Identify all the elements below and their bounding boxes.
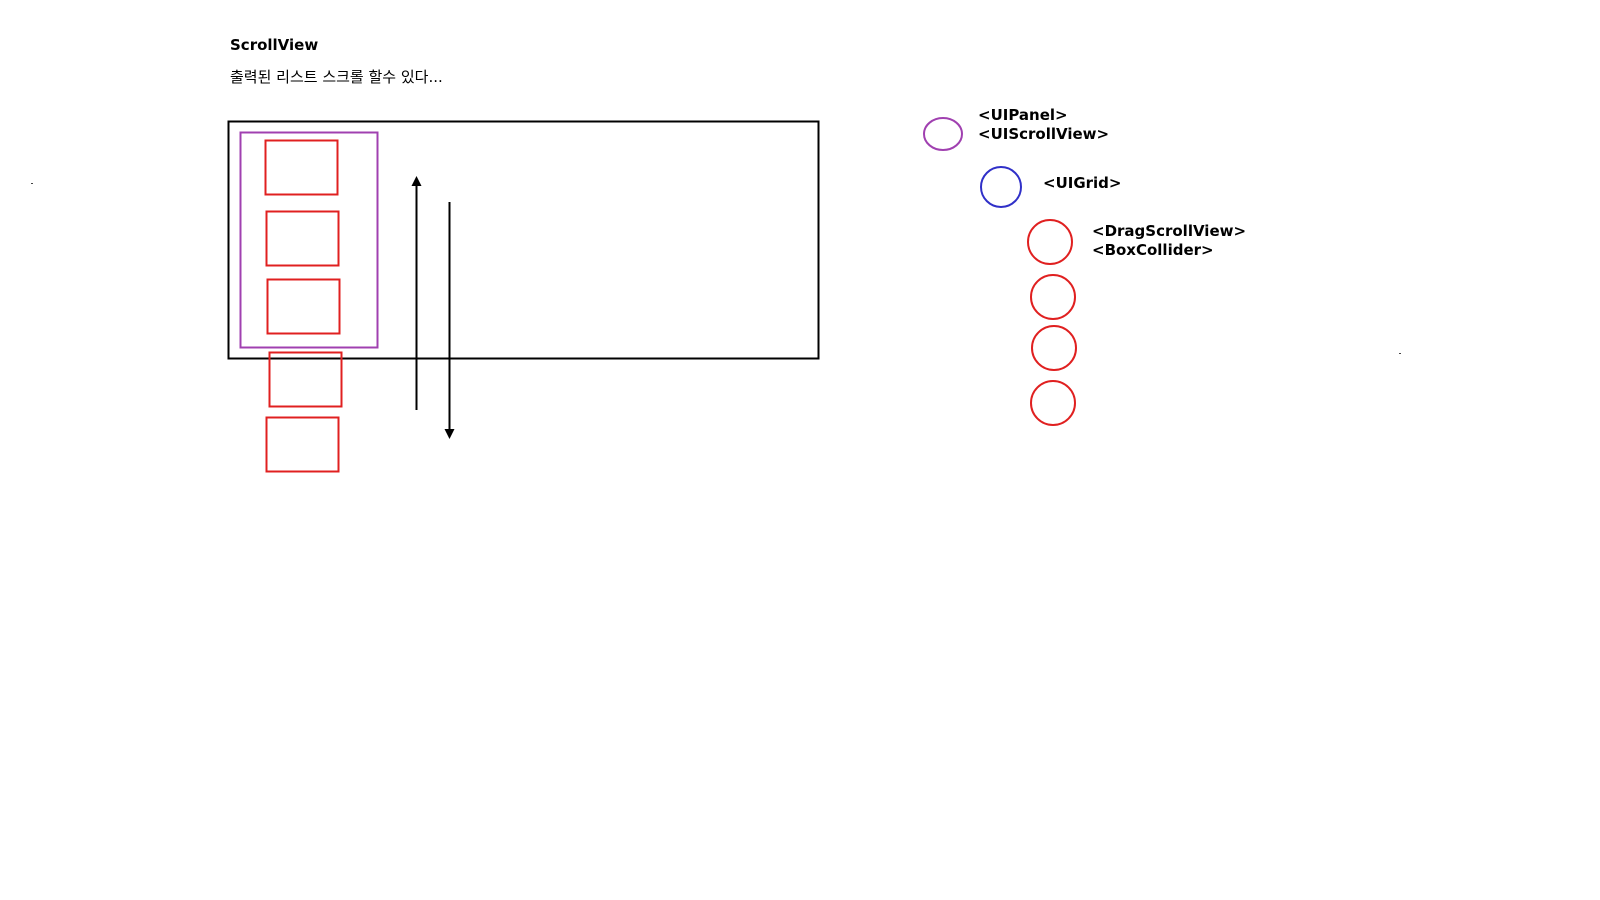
list-item-box-3 xyxy=(266,278,341,335)
item-legend-circle-3 xyxy=(1031,325,1077,371)
diagram-subtitle: 출력된 리스트 스크롤 할수 있다... xyxy=(230,68,443,86)
item-legend-circle-4 xyxy=(1030,380,1076,426)
diagram-title: ScrollView xyxy=(230,36,319,54)
grid-legend-circle xyxy=(980,166,1022,208)
grid-legend-label: <UIGrid> xyxy=(1043,174,1122,192)
item-legend-circle-1 xyxy=(1027,219,1073,265)
panel-legend-circle xyxy=(923,117,963,151)
ui-panel-box xyxy=(239,131,379,349)
list-item-box-1 xyxy=(264,139,339,196)
list-item-box-4 xyxy=(268,351,343,408)
list-item-box-5 xyxy=(265,416,340,473)
drag-scrollview-label: <DragScrollView> xyxy=(1092,222,1247,240)
ui-scrollview-label: <UIScrollView> xyxy=(978,125,1110,143)
scroll-viewport-frame xyxy=(227,120,820,360)
list-item-box-2 xyxy=(265,210,340,267)
item-legend-label: <DragScrollView> <BoxCollider> xyxy=(1092,222,1246,260)
stray-dot-left xyxy=(31,183,33,184)
ui-panel-label: <UIPanel> xyxy=(978,106,1068,124)
stray-dot-right xyxy=(1399,353,1401,354)
item-legend-circle-2 xyxy=(1030,274,1076,320)
box-collider-label: <BoxCollider> xyxy=(1092,241,1214,259)
panel-legend-label: <UIPanel> <UIScrollView> xyxy=(978,106,1109,144)
